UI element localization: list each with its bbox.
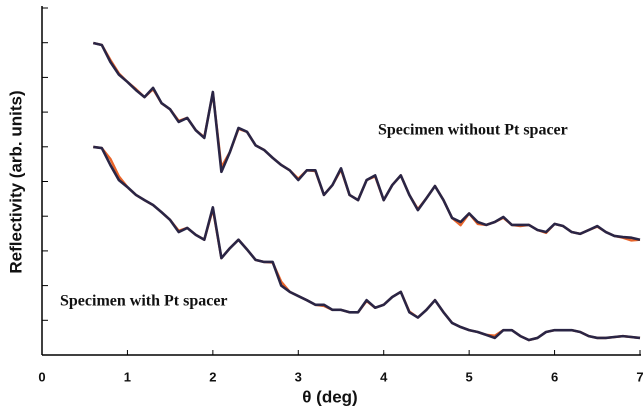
x-tick-label: 1 — [124, 369, 131, 384]
x-tick-label: 0 — [38, 369, 45, 384]
series-line — [93, 145, 641, 342]
series-line — [93, 145, 641, 342]
x-tick-label: 6 — [551, 369, 558, 384]
annotation: Specimen without Pt spacer — [378, 122, 568, 139]
x-axis-label: θ (deg) — [302, 387, 357, 406]
annotation: Specimen with Pt spacer — [60, 293, 228, 310]
x-tick-label: 3 — [295, 369, 302, 384]
x-tick-label: 2 — [209, 369, 216, 384]
x-tick-label: 5 — [466, 369, 473, 384]
x-tick-label: 7 — [636, 369, 643, 384]
series-line — [92, 41, 641, 242]
y-axis-label: Reflectivity (arb. units) — [6, 90, 25, 273]
series-line — [92, 41, 641, 241]
x-tick-label: 4 — [380, 369, 388, 384]
